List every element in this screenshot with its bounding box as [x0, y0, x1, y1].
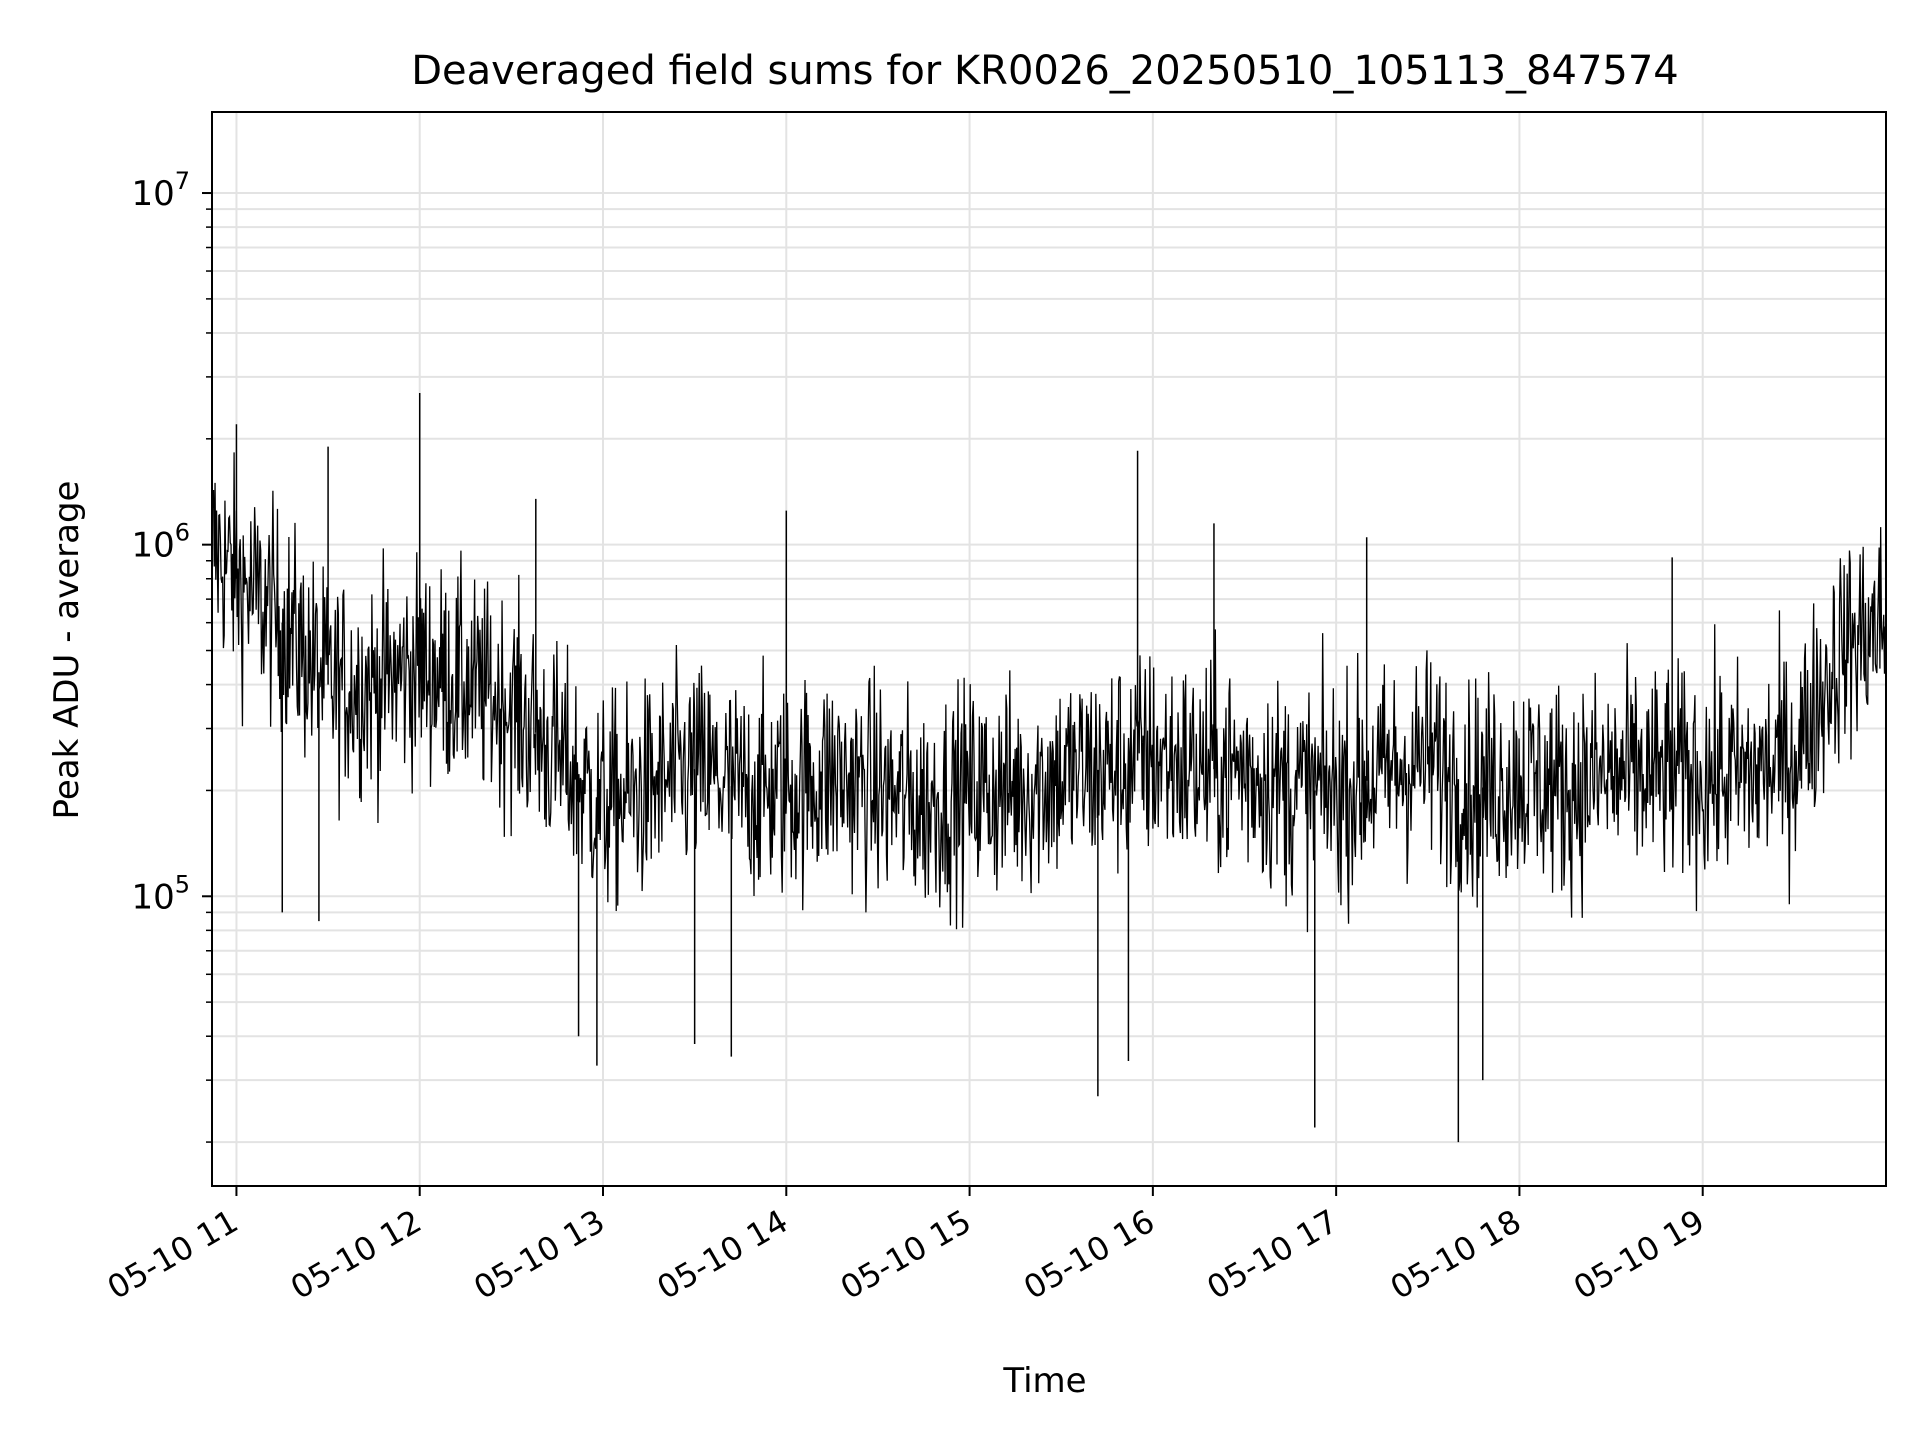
chart-title: Deaveraged field sums for KR0026_2025051…: [411, 48, 1679, 94]
x-axis-label: Time: [1002, 1361, 1086, 1401]
grid-lines: [212, 112, 1886, 1186]
y-tick-label: 107: [131, 167, 190, 214]
y-tick-label: 105: [131, 870, 190, 917]
y-tick-label: 106: [131, 519, 190, 566]
plot-area-frame: [211, 111, 1887, 1187]
y-axis-label: Peak ADU - average: [47, 481, 87, 820]
series-line: [211, 452, 1887, 933]
